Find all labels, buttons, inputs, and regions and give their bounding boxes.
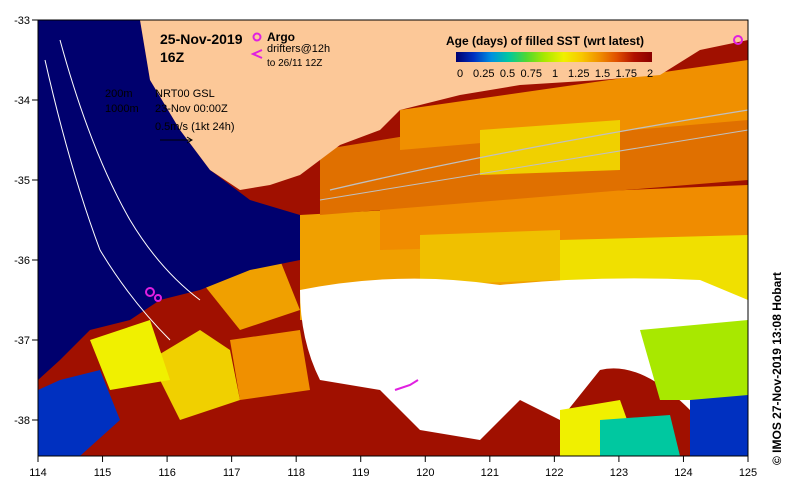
credit-strip: © IMOS 27-Nov-2019 13:08 Hobart [770, 272, 784, 465]
x-tick-label: 117 [223, 467, 241, 479]
missing-data-region [300, 278, 748, 440]
deep-navy-region [38, 20, 300, 380]
y-axis-ticks: -33 -34 -35 -36 -37 -38 [14, 15, 38, 427]
plot-area [38, 20, 748, 456]
x-tick-label: 123 [610, 467, 628, 479]
isobath-200m [59, 39, 201, 301]
map-date: 25-Nov-2019 [160, 31, 243, 47]
x-tick-label: 114 [29, 467, 47, 479]
x-tick-label: 116 [158, 467, 176, 479]
drifters-legend-line2: to 26/11 12Z [267, 58, 322, 69]
colorbar-tick-label: 1.75 [616, 68, 637, 80]
colorbar-title: Age (days) of filled SST (wrt latest) [446, 34, 644, 48]
current-legend-time: 23-Nov 00:00Z [155, 103, 228, 115]
colorbar-tick-label: 0.25 [473, 68, 494, 80]
colorbar [456, 52, 652, 62]
plot-frame [37, 19, 749, 457]
colorbar-tick-label: 0 [457, 68, 463, 80]
contour-legend-200m: 200m [105, 88, 133, 100]
x-tick-label: 125 [739, 467, 757, 479]
contour-legend-1000m: 1000m [105, 103, 139, 115]
argo-legend-icon [252, 32, 262, 42]
current-legend-source: NRT00 GSL [155, 88, 215, 100]
colorbar-ticks: 0 0.25 0.5 0.75 1 1.25 1.5 1.75 2 [457, 68, 653, 80]
credit-text: © IMOS 27-Nov-2019 13:08 Hobart [770, 272, 784, 465]
y-tick-label: -34 [14, 95, 30, 107]
y-tick-label: -37 [14, 335, 30, 347]
land-mass [140, 20, 748, 190]
colorbar-tick-label: 2 [647, 68, 653, 80]
drifters-legend-line1: drifters@12h [267, 43, 330, 55]
colorbar-tick-label: 1 [552, 68, 558, 80]
map-hour: 16Z [160, 49, 185, 65]
argo-legend-label: Argo [267, 30, 295, 44]
x-tick-label: 119 [352, 467, 370, 479]
y-tick-label: -33 [14, 15, 30, 27]
drifter-legend-icon [250, 49, 263, 59]
colorbar-tick-label: 0.75 [521, 68, 542, 80]
current-legend-scale: 0.5m/s (1kt 24h) [155, 121, 234, 133]
colorbar-tick-label: 1.25 [568, 68, 589, 80]
x-tick-label: 124 [674, 467, 692, 479]
drifter-track [394, 379, 419, 391]
colorbar-tick-label: 0.5 [500, 68, 515, 80]
x-tick-label: 115 [94, 467, 112, 479]
y-tick-label: -35 [14, 175, 30, 187]
y-tick-label: -38 [14, 415, 30, 427]
x-tick-label: 122 [545, 467, 563, 479]
x-tick-label: 120 [416, 467, 434, 479]
colorbar-tick-label: 1.5 [595, 68, 610, 80]
argo-float-marker [145, 287, 155, 297]
y-tick-label: -36 [14, 255, 30, 267]
x-tick-label: 118 [287, 467, 305, 479]
isobath-1000m [44, 59, 171, 341]
x-axis-ticks: 114 115 116 117 118 119 120 121 122 123 124 125 [29, 456, 757, 479]
x-tick-label: 121 [481, 467, 499, 479]
